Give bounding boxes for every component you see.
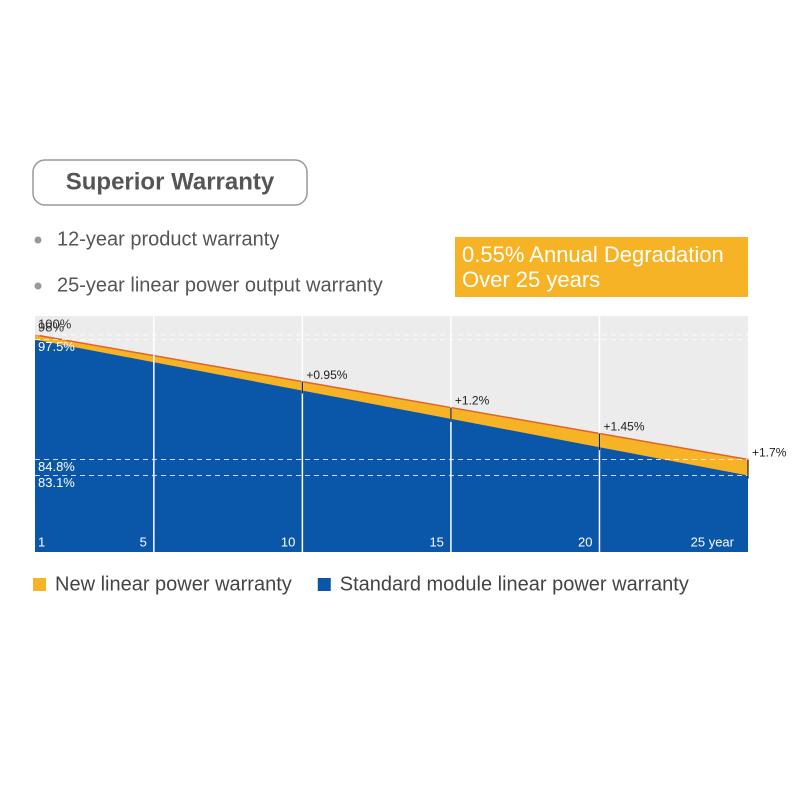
bullet-dot [34,236,42,244]
badge-line: Over 25 years [462,267,600,292]
legend-swatch [33,578,46,591]
bullet: 12-year product warranty [57,228,279,250]
x-tick-label: 20 [578,534,592,549]
legend-label: Standard module linear power warranty [340,573,689,595]
legend-swatch [317,578,331,591]
y-tick-label: 97.5% [38,339,75,354]
title: Superior Warranty [66,168,275,195]
difference-label: +1.2% [455,394,490,408]
y-tick-label: 83.1% [38,475,75,490]
x-tick-label: 5 [140,534,147,549]
legend-label: New linear power warranty [55,573,292,595]
difference-label: +0.95% [306,368,347,382]
title-box [32,159,308,206]
y-tick-label: 84.8% [38,459,75,474]
x-tick-label: 10 [281,534,295,549]
y-tick-label: 100% [38,316,72,331]
badge [455,237,748,297]
x-tick-label: 25 year [691,534,735,549]
difference-label: +1.45% [603,420,644,434]
bullet-dot [34,282,42,290]
line [34,334,749,461]
x-tick-label: 15 [429,534,443,549]
badge-line: 0.55% Annual Degradation [462,242,724,267]
y-tick-label: 98% [38,319,64,334]
difference-label: +1.7% [752,446,787,460]
area [35,339,748,552]
bullet: 25-year linear power output warranty [57,274,383,296]
x-tick-label: 1 [38,534,45,549]
